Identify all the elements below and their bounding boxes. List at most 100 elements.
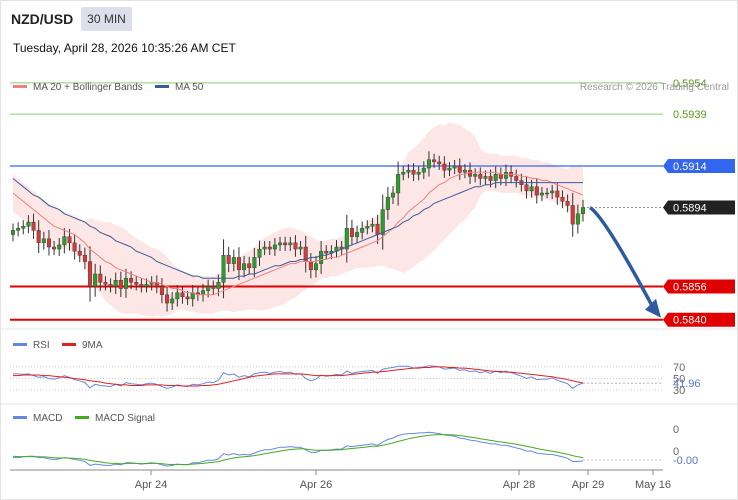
candle-body	[298, 246, 303, 250]
candle-body	[545, 192, 550, 195]
candle-body	[72, 242, 77, 252]
candle-body	[524, 184, 529, 192]
candle-body	[159, 286, 164, 295]
candle-body	[468, 169, 473, 177]
support-label-0-5840: 0.5840	[673, 315, 707, 327]
candle-body	[77, 250, 82, 256]
forecast-arrow-head	[645, 298, 661, 318]
candle-body	[313, 263, 318, 271]
candle-body	[257, 248, 262, 258]
legend-swatch-rsi-ma	[62, 343, 76, 346]
time-label-apr-28: Apr 28	[503, 479, 535, 491]
legend-swatch-rsi	[13, 343, 27, 346]
legend-rsi-ma: 9MA	[82, 340, 103, 351]
candle-body	[98, 273, 103, 283]
candle-body	[493, 174, 498, 181]
forecast-arrow-shaft	[588, 206, 654, 307]
candle-body	[288, 242, 293, 246]
candle-body	[272, 244, 277, 250]
candle-body	[473, 174, 478, 177]
rsi-tick-70: 70	[673, 362, 685, 374]
last-price-tag	[663, 200, 735, 215]
last-price-label: 0.5894	[673, 203, 707, 215]
candle-body	[221, 255, 226, 283]
candle-body	[93, 273, 98, 287]
candle-body	[380, 209, 385, 235]
candle-body	[391, 192, 396, 198]
candle-body	[26, 221, 31, 227]
candle-body	[360, 228, 365, 233]
candle-body	[396, 174, 401, 194]
rsi-line	[13, 365, 584, 390]
candle-body	[421, 167, 426, 173]
candle-body	[10, 230, 15, 235]
candle-body	[16, 228, 21, 231]
support-label-0-5856: 0.5856	[673, 281, 707, 293]
rsi-tick-50: 50	[673, 374, 685, 386]
rsi-ma-line	[13, 366, 584, 387]
candle-body	[452, 165, 457, 169]
candle-body	[88, 261, 93, 287]
candle-body	[247, 263, 252, 268]
legend-ma50: MA 50	[175, 82, 204, 93]
candle-body	[46, 238, 51, 248]
timestamp: Tuesday, April 28, 2026 10:35:26 AM CET	[13, 41, 236, 55]
candle-body	[355, 232, 360, 237]
candle-body	[108, 284, 113, 287]
candle-body	[118, 280, 123, 289]
candle-body	[242, 263, 247, 271]
candle-body	[200, 290, 205, 295]
candle-body	[236, 257, 241, 271]
timeframe-button[interactable]: 30 MIN	[81, 7, 132, 31]
candle-body	[278, 242, 283, 246]
candle-body	[581, 207, 586, 214]
candle-body	[503, 172, 508, 179]
candle-body	[514, 176, 519, 181]
candle-body	[432, 159, 437, 163]
candle-body	[344, 228, 349, 250]
candle-body	[283, 242, 288, 246]
macd-last-label: -0.00	[673, 455, 698, 467]
candle-body	[262, 246, 267, 250]
candle-body	[82, 255, 87, 262]
candle-body	[67, 236, 72, 244]
credit-text: Research © 2026 Trading Central	[580, 82, 729, 93]
candle-body	[211, 286, 216, 289]
time-label-apr-24: Apr 24	[135, 479, 167, 491]
candle-body	[41, 238, 46, 244]
candle-body	[267, 246, 272, 250]
candle-body	[31, 221, 36, 231]
candle-body	[529, 186, 534, 192]
candle-body	[324, 250, 329, 254]
candle-body	[426, 159, 431, 169]
candle-body	[52, 246, 57, 250]
candle-body	[252, 257, 257, 268]
resistance-label-0-5954: 0.5954	[673, 78, 707, 90]
time-label-apr-29: Apr 29	[572, 479, 604, 491]
legend-swatch-ma20	[13, 85, 27, 88]
resistance-label-0-5939: 0.5939	[673, 109, 707, 121]
candle-body	[483, 176, 488, 179]
support-tag-0-5840	[663, 312, 735, 327]
candle-body	[206, 286, 211, 291]
candle-body	[175, 292, 180, 300]
candle-body	[442, 163, 447, 171]
macd-tick-lower: 0	[673, 446, 679, 458]
candle-body	[129, 277, 134, 283]
candle-body	[539, 192, 544, 196]
legend-macd: MACD	[33, 413, 62, 424]
macd-tick-upper: 0	[673, 424, 679, 436]
ma20-line	[12, 171, 584, 296]
candle-body	[165, 294, 170, 304]
candle-body	[36, 230, 41, 244]
candle-body	[113, 280, 118, 287]
time-label-may-16: May 16	[635, 479, 671, 491]
candle-body	[231, 257, 236, 264]
candle-body	[550, 190, 555, 194]
candle-body	[478, 174, 483, 179]
legend-swatch-macd-signal	[75, 416, 89, 419]
legend-swatch-macd	[13, 416, 27, 419]
candle-body	[144, 284, 149, 287]
legend-macd-signal: MACD Signal	[95, 413, 155, 424]
candle-body	[385, 196, 390, 210]
